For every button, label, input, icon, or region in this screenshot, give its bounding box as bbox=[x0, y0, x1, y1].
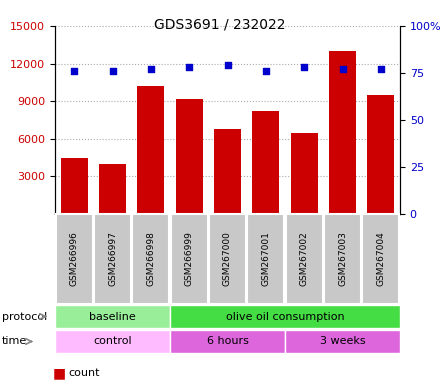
Bar bbox=[214, 129, 241, 214]
Text: GSM267004: GSM267004 bbox=[376, 232, 385, 286]
Text: count: count bbox=[68, 368, 100, 378]
Text: GDS3691 / 232022: GDS3691 / 232022 bbox=[154, 17, 286, 31]
Bar bbox=[291, 132, 318, 214]
Bar bbox=[94, 214, 131, 304]
Text: GSM266999: GSM266999 bbox=[185, 232, 194, 286]
Bar bbox=[170, 305, 400, 328]
Text: protocol: protocol bbox=[2, 311, 47, 321]
Bar bbox=[170, 330, 285, 353]
Bar bbox=[247, 214, 284, 304]
Point bbox=[147, 66, 154, 72]
Text: control: control bbox=[93, 336, 132, 346]
Bar bbox=[137, 86, 164, 214]
Bar bbox=[55, 305, 170, 328]
Point bbox=[109, 68, 116, 74]
Bar bbox=[253, 111, 279, 214]
Text: GSM267003: GSM267003 bbox=[338, 232, 347, 286]
Point bbox=[71, 68, 78, 74]
Bar bbox=[55, 330, 170, 353]
Bar bbox=[324, 214, 361, 304]
Text: GSM266996: GSM266996 bbox=[70, 232, 79, 286]
Point bbox=[378, 66, 385, 72]
Bar bbox=[56, 214, 92, 304]
Point bbox=[224, 63, 231, 69]
Text: time: time bbox=[2, 336, 27, 346]
Point bbox=[262, 68, 269, 74]
Text: 6 hours: 6 hours bbox=[206, 336, 249, 346]
Point bbox=[301, 64, 308, 70]
Text: GSM267002: GSM267002 bbox=[300, 232, 309, 286]
Text: GSM267000: GSM267000 bbox=[223, 232, 232, 286]
Point bbox=[186, 64, 193, 70]
Bar bbox=[329, 51, 356, 214]
Text: GSM267001: GSM267001 bbox=[261, 232, 270, 286]
Bar bbox=[363, 214, 399, 304]
Text: baseline: baseline bbox=[89, 311, 136, 321]
Text: GSM266997: GSM266997 bbox=[108, 232, 117, 286]
Bar bbox=[99, 164, 126, 214]
Bar bbox=[285, 330, 400, 353]
Bar bbox=[209, 214, 246, 304]
Point bbox=[339, 66, 346, 72]
Bar bbox=[171, 214, 208, 304]
Bar bbox=[176, 99, 202, 214]
Bar bbox=[367, 95, 394, 214]
Bar bbox=[286, 214, 323, 304]
Text: ■: ■ bbox=[53, 366, 66, 380]
Bar bbox=[132, 214, 169, 304]
Text: olive oil consumption: olive oil consumption bbox=[226, 311, 345, 321]
Bar bbox=[61, 157, 88, 214]
Text: GSM266998: GSM266998 bbox=[147, 232, 155, 286]
Text: 3 weeks: 3 weeks bbox=[320, 336, 365, 346]
